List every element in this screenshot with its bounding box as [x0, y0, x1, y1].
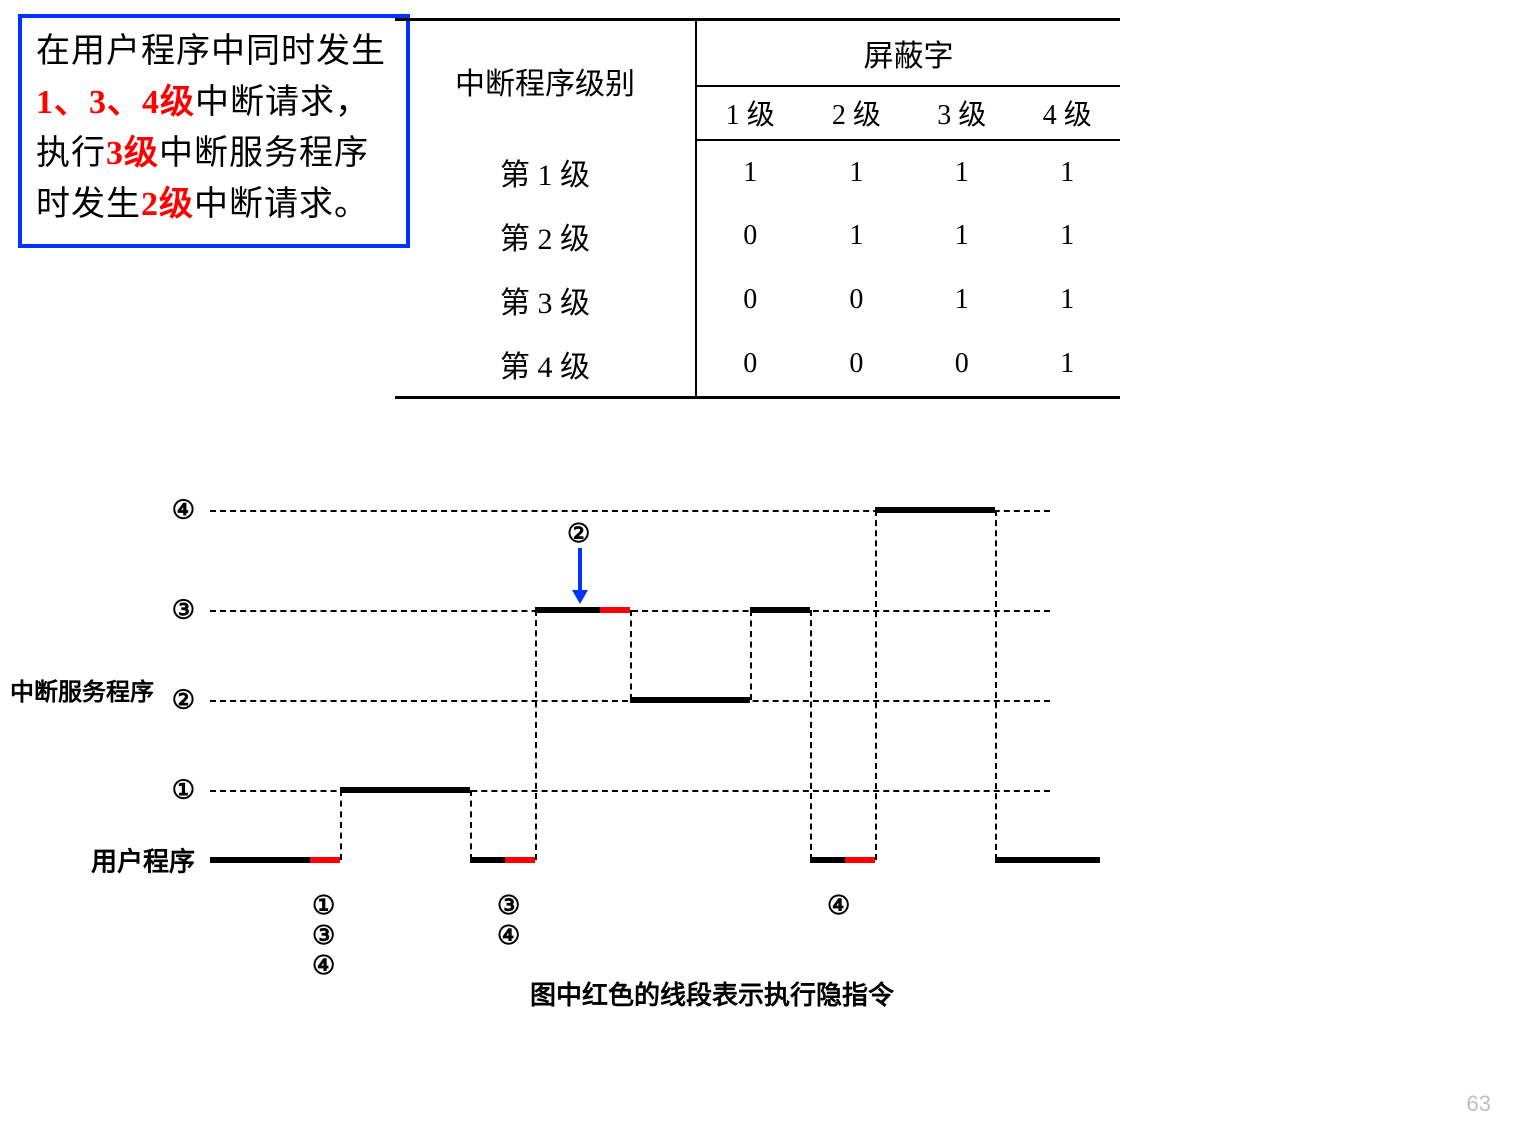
mask-cell: 1 [1015, 332, 1120, 398]
implicit-instr-segment [310, 857, 340, 863]
vertical-dash [630, 610, 632, 700]
callout-highlight: 2级 [141, 186, 194, 223]
mask-cell: 1 [1015, 268, 1120, 332]
callout-text: 中断请求。 [194, 186, 369, 223]
callout-highlight: 3级 [106, 135, 159, 172]
level-label: ④ [25, 495, 195, 526]
col-label-4: 4 级 [1015, 86, 1120, 140]
row-label: 第 3 级 [395, 268, 696, 332]
level-label: ③ [25, 595, 195, 626]
mask-table-grid: 中断程序级别 屏蔽字 1 级 2 级 3 级 4 级 第 1 级1111第 2 … [395, 18, 1120, 399]
arrow-head-icon [572, 590, 588, 604]
vertical-dash [340, 790, 342, 860]
vertical-dash [535, 610, 537, 860]
page-number: 63 [1467, 1091, 1491, 1117]
arrow-label: ② [567, 518, 590, 549]
mask-cell: 1 [909, 268, 1014, 332]
mask-cell: 1 [804, 140, 909, 204]
exec-segment [810, 857, 845, 863]
callout-text: 在用户程序中同时发生 [36, 33, 386, 70]
exec-segment [750, 607, 810, 613]
mask-table-body: 第 1 级1111第 2 级0111第 3 级0011第 4 级0001 [395, 140, 1120, 398]
mask-cell: 0 [804, 268, 909, 332]
vertical-dash [995, 510, 997, 860]
mask-cell: 0 [909, 332, 1014, 398]
event-marker: ③ [312, 920, 335, 951]
event-marker: ③ [497, 890, 520, 921]
rowhead-title: 中断程序级别 [395, 20, 696, 141]
col-label-1: 1 级 [696, 86, 804, 140]
implicit-instr-segment [600, 607, 630, 613]
table-row: 第 4 级0001 [395, 332, 1120, 398]
mask-cell: 1 [1015, 140, 1120, 204]
exec-segment [630, 697, 750, 703]
level-label: ② [25, 685, 195, 716]
mask-cell: 1 [909, 204, 1014, 268]
mask-cell: 1 [909, 140, 1014, 204]
exec-segment [340, 787, 470, 793]
exec-segment [875, 507, 995, 513]
mask-table: 中断程序级别 屏蔽字 1 级 2 级 3 级 4 级 第 1 级1111第 2 … [395, 18, 1120, 399]
timeline-diagram: 中断服务程序 图中红色的线段表示执行隐指令 ④③②①用户程序②①③④③④④ [10, 480, 1150, 980]
col-label-3: 3 级 [909, 86, 1014, 140]
event-marker: ④ [312, 950, 335, 981]
exec-segment [995, 857, 1100, 863]
exec-segment [470, 857, 505, 863]
event-marker: ① [312, 890, 335, 921]
mask-title: 屏蔽字 [696, 20, 1120, 87]
level-label: ① [25, 775, 195, 806]
guide-dashline [210, 790, 1050, 792]
vertical-dash [810, 610, 812, 860]
table-row: 第 1 级1111 [395, 140, 1120, 204]
col-label-2: 2 级 [804, 86, 909, 140]
arrow-line [578, 548, 582, 592]
event-marker: ④ [827, 890, 850, 921]
mask-cell: 0 [804, 332, 909, 398]
timeline-caption: 图中红色的线段表示执行隐指令 [530, 975, 894, 1012]
level-label: 用户程序 [25, 842, 195, 879]
mask-cell: 1 [1015, 204, 1120, 268]
row-label: 第 2 级 [395, 204, 696, 268]
mask-cell: 0 [696, 332, 804, 398]
table-row: 第 2 级0111 [395, 204, 1120, 268]
exec-segment [210, 857, 310, 863]
row-label: 第 4 级 [395, 332, 696, 398]
event-marker: ④ [497, 920, 520, 951]
mask-cell: 1 [696, 140, 804, 204]
vertical-dash [875, 510, 877, 860]
callout-box: 在用户程序中同时发生1、3、4级中断请求，执行3级中断服务程序时发生2级中断请求… [18, 14, 410, 248]
mask-cell: 0 [696, 204, 804, 268]
slide: 在用户程序中同时发生1、3、4级中断请求，执行3级中断服务程序时发生2级中断请求… [0, 0, 1515, 1129]
implicit-instr-segment [505, 857, 535, 863]
mask-cell: 1 [804, 204, 909, 268]
vertical-dash [750, 610, 752, 700]
callout-highlight: 1、3、4级 [36, 84, 195, 121]
vertical-dash [470, 790, 472, 860]
row-label: 第 1 级 [395, 140, 696, 204]
table-row: 第 3 级0011 [395, 268, 1120, 332]
mask-cell: 0 [696, 268, 804, 332]
implicit-instr-segment [845, 857, 875, 863]
exec-segment [535, 607, 600, 613]
